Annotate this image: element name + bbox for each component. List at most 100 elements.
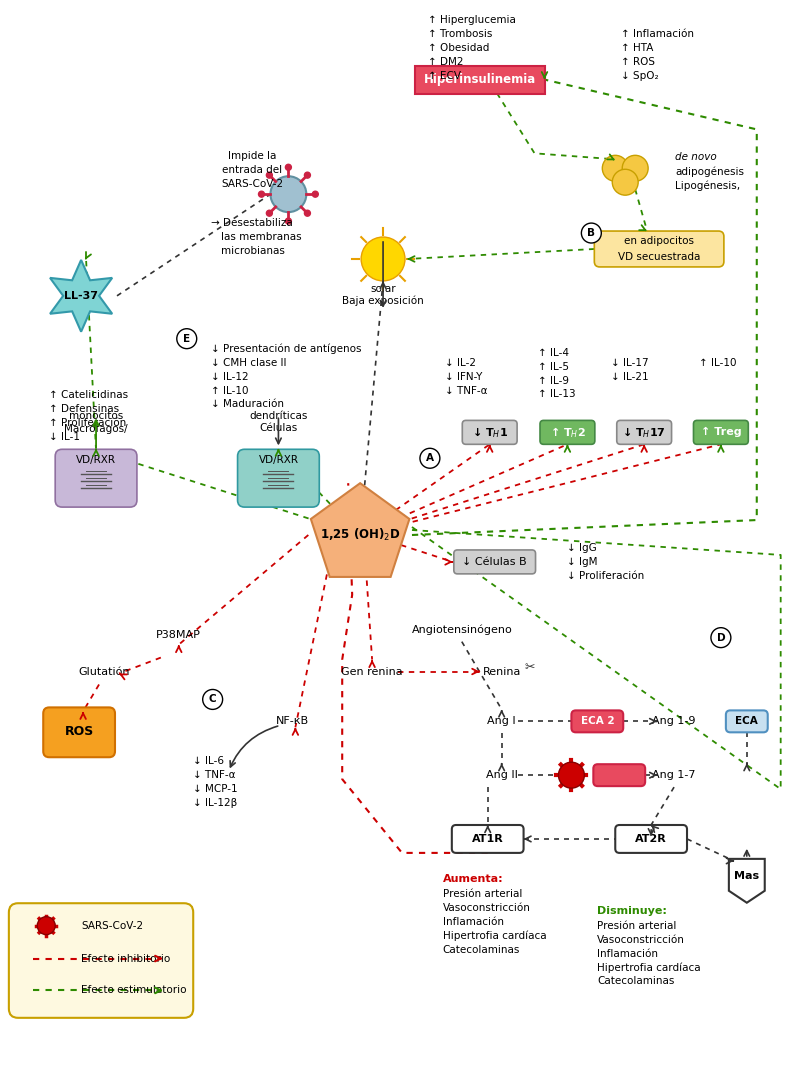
Text: monocitos: monocitos <box>69 411 123 422</box>
Text: ↓ T$_H$1: ↓ T$_H$1 <box>471 425 507 440</box>
Text: D: D <box>715 632 724 643</box>
Text: A: A <box>426 454 434 463</box>
FancyBboxPatch shape <box>462 421 516 444</box>
Circle shape <box>612 169 638 195</box>
Circle shape <box>270 177 306 212</box>
Text: Renina: Renina <box>482 667 520 676</box>
Circle shape <box>361 238 405 281</box>
Text: ↓ IL-17: ↓ IL-17 <box>610 357 648 368</box>
Text: ↓ Maduración: ↓ Maduración <box>210 399 283 410</box>
Text: C: C <box>209 694 216 704</box>
Circle shape <box>581 223 601 243</box>
FancyBboxPatch shape <box>693 421 748 444</box>
Text: Inflamación: Inflamación <box>597 948 658 959</box>
Text: ↑ IL-9: ↑ IL-9 <box>537 376 568 385</box>
Text: entrada del: entrada del <box>222 165 282 175</box>
Text: ✂: ✂ <box>524 661 534 674</box>
Text: adipogénesis: adipogénesis <box>675 166 743 177</box>
Text: VD/RXR: VD/RXR <box>258 455 298 465</box>
Text: ↑ Hiperglucemia: ↑ Hiperglucemia <box>427 15 516 25</box>
Text: ↑ Inflamación: ↑ Inflamación <box>621 29 693 39</box>
Text: Baja exposición: Baja exposición <box>342 295 423 306</box>
Circle shape <box>601 155 627 181</box>
Text: ↓ T$_H$17: ↓ T$_H$17 <box>622 425 665 440</box>
Text: Gen renina: Gen renina <box>340 667 402 676</box>
Text: Vasoconstricción: Vasoconstricción <box>597 934 684 945</box>
Text: Mas: Mas <box>733 871 758 881</box>
Text: en adipocitos: en adipocitos <box>623 236 693 246</box>
Circle shape <box>266 172 272 178</box>
Circle shape <box>304 172 310 178</box>
Circle shape <box>622 155 647 181</box>
Text: ↓ IL-12: ↓ IL-12 <box>210 371 248 382</box>
Text: ECA 2: ECA 2 <box>580 716 613 727</box>
Text: Efecto inhibitorio: Efecto inhibitorio <box>81 953 170 963</box>
Text: AT2R: AT2R <box>634 834 666 844</box>
Text: Catecolaminas: Catecolaminas <box>442 945 520 954</box>
Circle shape <box>710 628 730 647</box>
Text: LL-37: LL-37 <box>64 291 98 301</box>
Text: microbianas: microbianas <box>220 246 284 256</box>
FancyBboxPatch shape <box>43 707 115 758</box>
Text: ↓ Proliferación: ↓ Proliferación <box>567 571 644 581</box>
FancyBboxPatch shape <box>451 825 523 853</box>
Text: P38MAP: P38MAP <box>156 629 201 640</box>
Text: dendríticas: dendríticas <box>249 411 308 422</box>
FancyBboxPatch shape <box>593 231 723 266</box>
Text: Hipertrofia cardíaca: Hipertrofia cardíaca <box>597 962 700 973</box>
Text: ↓ TNF-α: ↓ TNF-α <box>444 385 487 396</box>
Text: Células: Células <box>259 424 297 433</box>
Text: Macrófagos/: Macrófagos/ <box>64 423 128 433</box>
Text: ↑ IL-10: ↑ IL-10 <box>210 385 248 396</box>
Text: Catecolaminas: Catecolaminas <box>597 977 674 987</box>
Text: ↑ IL-10: ↑ IL-10 <box>698 357 736 368</box>
Text: SARS-CoV-2: SARS-CoV-2 <box>81 920 143 931</box>
Text: Hiperinsulinemia: Hiperinsulinemia <box>423 73 535 86</box>
Text: Aumenta:: Aumenta: <box>442 874 503 884</box>
Text: Hipertrofia cardíaca: Hipertrofia cardíaca <box>442 930 546 941</box>
Text: Lipogénesis,: Lipogénesis, <box>675 181 740 192</box>
Text: ↑ IL-4: ↑ IL-4 <box>537 348 568 357</box>
Text: ↓ SpO₂: ↓ SpO₂ <box>621 71 658 80</box>
Circle shape <box>37 917 55 934</box>
FancyBboxPatch shape <box>540 421 594 444</box>
Text: ↓ IgG: ↓ IgG <box>567 542 597 553</box>
Text: ↑ Trombosis: ↑ Trombosis <box>427 29 491 39</box>
Circle shape <box>202 689 222 709</box>
FancyBboxPatch shape <box>453 550 535 574</box>
Text: ↓ IgM: ↓ IgM <box>567 556 597 567</box>
Text: Angiotensinógeno: Angiotensinógeno <box>411 625 512 635</box>
Polygon shape <box>50 260 112 332</box>
Text: las membranas: las membranas <box>220 232 301 242</box>
Circle shape <box>285 165 291 170</box>
Text: VD/RXR: VD/RXR <box>76 455 116 465</box>
Text: Impide la: Impide la <box>228 151 276 162</box>
Text: Ang 1-7: Ang 1-7 <box>651 770 695 780</box>
Text: → Desestabiliza: → Desestabiliza <box>210 218 292 228</box>
Text: ↑ Proliferación: ↑ Proliferación <box>49 418 126 428</box>
Text: Ang I: Ang I <box>487 716 516 727</box>
Polygon shape <box>728 859 764 903</box>
Circle shape <box>259 192 264 197</box>
Text: ↑ IL-13: ↑ IL-13 <box>537 389 574 399</box>
Text: ↑ IL-5: ↑ IL-5 <box>537 362 568 371</box>
FancyBboxPatch shape <box>725 710 767 732</box>
Text: ↓ CMH clase II: ↓ CMH clase II <box>210 357 286 368</box>
Text: ↑ ROS: ↑ ROS <box>621 57 654 66</box>
Text: ↓ IL-2: ↓ IL-2 <box>444 357 475 368</box>
Text: 1,25 (OH)$_2$D: 1,25 (OH)$_2$D <box>320 526 400 544</box>
Text: ↓ TNF-α: ↓ TNF-α <box>193 770 235 780</box>
Text: ↓ IL-6: ↓ IL-6 <box>193 756 223 766</box>
Text: Ang II: Ang II <box>485 770 517 780</box>
Circle shape <box>285 218 291 224</box>
Text: ↓ IL-21: ↓ IL-21 <box>610 371 648 382</box>
Text: ↑ HTA: ↑ HTA <box>621 43 653 52</box>
Text: Presión arterial: Presión arterial <box>597 920 676 931</box>
FancyBboxPatch shape <box>614 825 686 853</box>
Text: Inflamación: Inflamación <box>442 917 503 927</box>
Circle shape <box>266 210 272 216</box>
Circle shape <box>312 192 318 197</box>
Text: ↑ DM2: ↑ DM2 <box>427 57 463 66</box>
Text: ↑ Defensinas: ↑ Defensinas <box>49 404 119 414</box>
Text: Disminuye:: Disminuye: <box>597 905 666 916</box>
